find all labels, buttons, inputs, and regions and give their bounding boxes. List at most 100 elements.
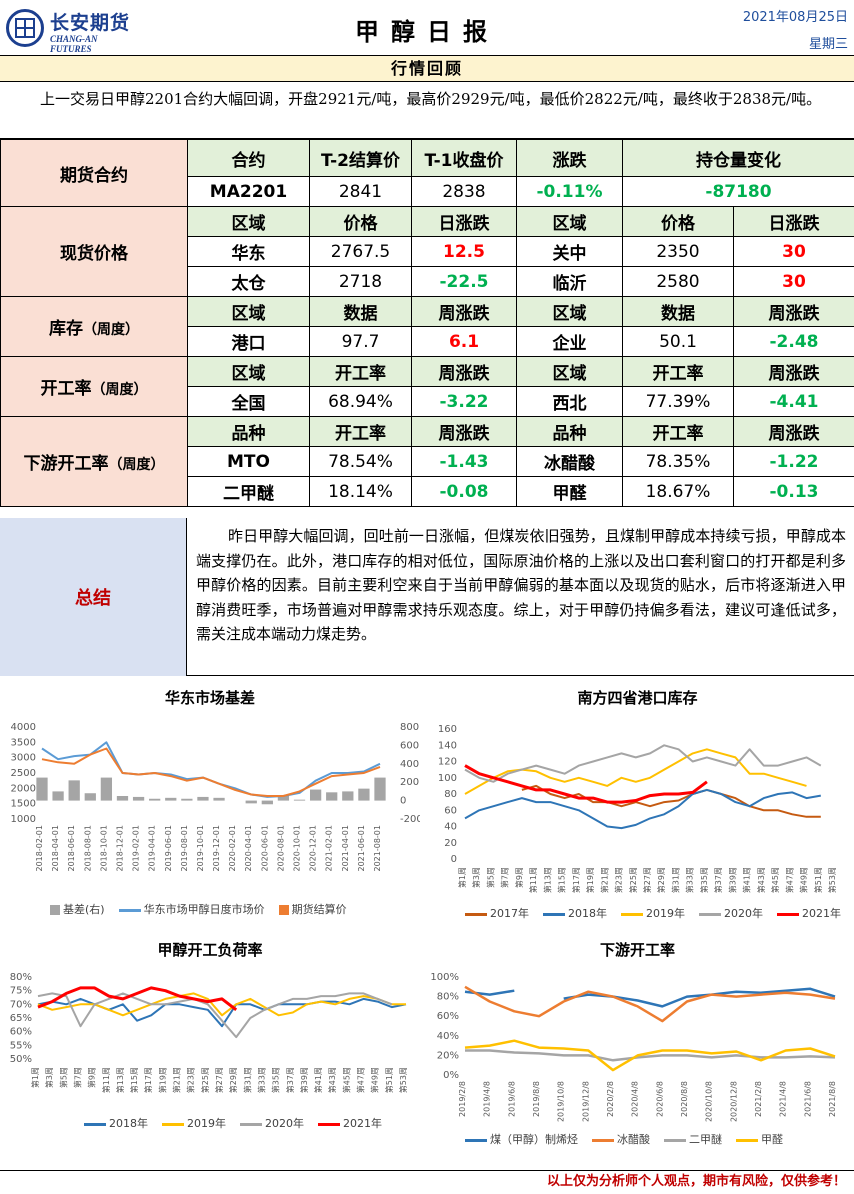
review-heading: 行情回顾 [0, 56, 854, 82]
x-tick-label: 2019/12/8 [581, 1081, 590, 1122]
legend-item: 2019年 [162, 1117, 226, 1130]
futures-oi-change: -87180 [622, 176, 854, 207]
x-tick-label: 第17周 [571, 867, 581, 893]
downstream-header: 周涨跌 [733, 416, 854, 447]
x-tick-label: 第49周 [799, 867, 809, 893]
basis-bar [245, 800, 257, 804]
x-tick-label: 2018-06-01 [67, 825, 76, 872]
downstream-rate: 78.54% [309, 446, 412, 477]
series-line [465, 1049, 836, 1062]
basis-bar [197, 796, 209, 801]
basis-bar [52, 791, 64, 801]
spot-region: 太仓 [187, 266, 310, 297]
company-name-en: CHANG-AN FUTURES [50, 34, 98, 54]
x-tick-label: 2020/12/8 [729, 1081, 738, 1122]
downstream-product: 冰醋酸 [516, 446, 623, 477]
downstream-operating-svg: 100% 80% 60% 40% 20% 0%2019/2/8 2019/4/8 2019/6… [430, 972, 837, 1122]
downstream-header: 品种 [187, 416, 310, 447]
x-tick-label: 2020/8/8 [680, 1081, 689, 1117]
x-tick-label: 第23周 [186, 1067, 196, 1093]
basis-bar [36, 777, 48, 801]
x-tick-label: 第41周 [742, 867, 752, 893]
basis-bar [116, 796, 129, 801]
y-tick-label: 100% [430, 972, 459, 983]
futures-section-label: 期货合约 [0, 139, 188, 207]
series-line [464, 1039, 836, 1072]
downstream-change: -0.13 [733, 476, 854, 507]
downstream-operating-chart: 下游开工率 100% 80% 60% 40% 20% 0% 2019/2/8 2019/4/8 2… [425, 931, 850, 1167]
y-tick-label: 1000 [11, 814, 36, 825]
x-tick-label: 第31周 [242, 1067, 252, 1093]
summary-section: 总结 昨日甲醇大幅回调，回吐前一日涨幅，但煤炭依旧强势，且煤制甲醇成本持续亏损，… [0, 518, 854, 676]
legend-label: 2021年 [343, 1117, 382, 1130]
chart-legend: 2018年 2019年 2020年 2021年 [84, 1115, 396, 1131]
chart-legend: 基差(右) 华东市场甲醇日度市场价 期货结算价 [50, 901, 361, 917]
legend-item: 2018年 [543, 907, 607, 920]
x-tick-label: 第19周 [585, 867, 595, 893]
x-tick-label: 第47周 [784, 867, 794, 893]
x-tick-label: 2018-08-01 [83, 825, 92, 872]
x-tick-label: 2019-04-01 [148, 825, 157, 872]
x-tick-label: 第23周 [614, 867, 624, 893]
basis-bar [277, 796, 290, 801]
legend-label: 2017年 [490, 907, 529, 920]
operating-region: 西北 [516, 386, 623, 417]
company-name-cn: 长安期货 [50, 12, 131, 34]
x-tick-label: 第17周 [143, 1067, 153, 1093]
legend-swatch [465, 1138, 487, 1142]
basis-bar [132, 796, 145, 801]
operating-section-label: 开工率（周度） [0, 356, 188, 417]
inventory-label-period: （周度） [83, 322, 139, 338]
basis-bar [326, 792, 338, 801]
x-tick-label: 2019/4/8 [483, 1081, 492, 1117]
y-tick-label: 75% [10, 986, 32, 997]
legend-item: 2020年 [240, 1117, 304, 1130]
operating-label: 开工率 [40, 379, 92, 399]
basis-bar [213, 797, 225, 801]
logo-emblem-icon [6, 9, 44, 47]
basis-bar [149, 798, 161, 801]
y-tick-label: 1500 [11, 799, 36, 810]
methanol-operating-svg: 80% 75% 70% 65% 60% 55% 50% 第1周 第3周 第5周 第7周 第9周 第11周… [10, 972, 408, 1093]
inventory-change: 6.1 [411, 326, 517, 357]
y-tick-label: 3500 [11, 737, 36, 748]
x-tick-label: 第33周 [685, 867, 695, 893]
legend-swatch [118, 908, 141, 912]
downstream-change: -1.43 [411, 446, 517, 477]
y-tick-label: 40 [444, 822, 457, 833]
operating-rate: 77.39% [622, 386, 734, 417]
legend-swatch [777, 912, 799, 916]
basis-bar [68, 780, 80, 801]
downstream-header: 周涨跌 [411, 416, 517, 447]
downstream-label-period: （周度） [108, 457, 165, 473]
y-tick-label: 400 [400, 759, 419, 770]
spot-change: 30 [733, 266, 854, 297]
y-tick-label: 800 [400, 722, 419, 733]
spot-header: 日涨跌 [411, 206, 517, 237]
series-line [37, 992, 393, 1039]
x-tick-label: 2019/8/8 [532, 1081, 541, 1117]
x-tick-label: 第29周 [656, 867, 666, 893]
inventory-region: 港口 [187, 326, 310, 357]
legend-label: 华东市场甲醇日度市场价 [143, 903, 265, 916]
x-tick-label: 第45周 [770, 867, 780, 893]
x-tick-label: 第11周 [528, 867, 538, 893]
inventory-label: 库存 [49, 319, 83, 339]
report-header: 长安期货 CHANG-AN FUTURES 甲醇日报 2021年08月25日 星… [0, 0, 854, 56]
legend-item: 2018年 [84, 1117, 148, 1130]
series-line [464, 744, 822, 783]
basis-bar [84, 793, 96, 801]
x-tick-label: 第39周 [727, 867, 737, 893]
x-tick-label: 2021-06-01 [357, 825, 366, 872]
downstream-section-label: 下游开工率（周度） [0, 416, 188, 507]
spot-header: 区域 [516, 206, 623, 237]
y-tick-label: 140 [438, 740, 457, 751]
y-tick-label: 40% [437, 1031, 459, 1042]
y-tick-label: 4000 [11, 722, 36, 733]
y-tick-label: 120 [438, 757, 457, 768]
x-tick-label: 2021/2/8 [754, 1081, 763, 1117]
downstream-product: 甲醛 [516, 476, 623, 507]
spot-change: 30 [733, 236, 854, 267]
y-tick-label: 0 [400, 796, 406, 807]
x-tick-label: 2019-12-01 [212, 825, 221, 872]
